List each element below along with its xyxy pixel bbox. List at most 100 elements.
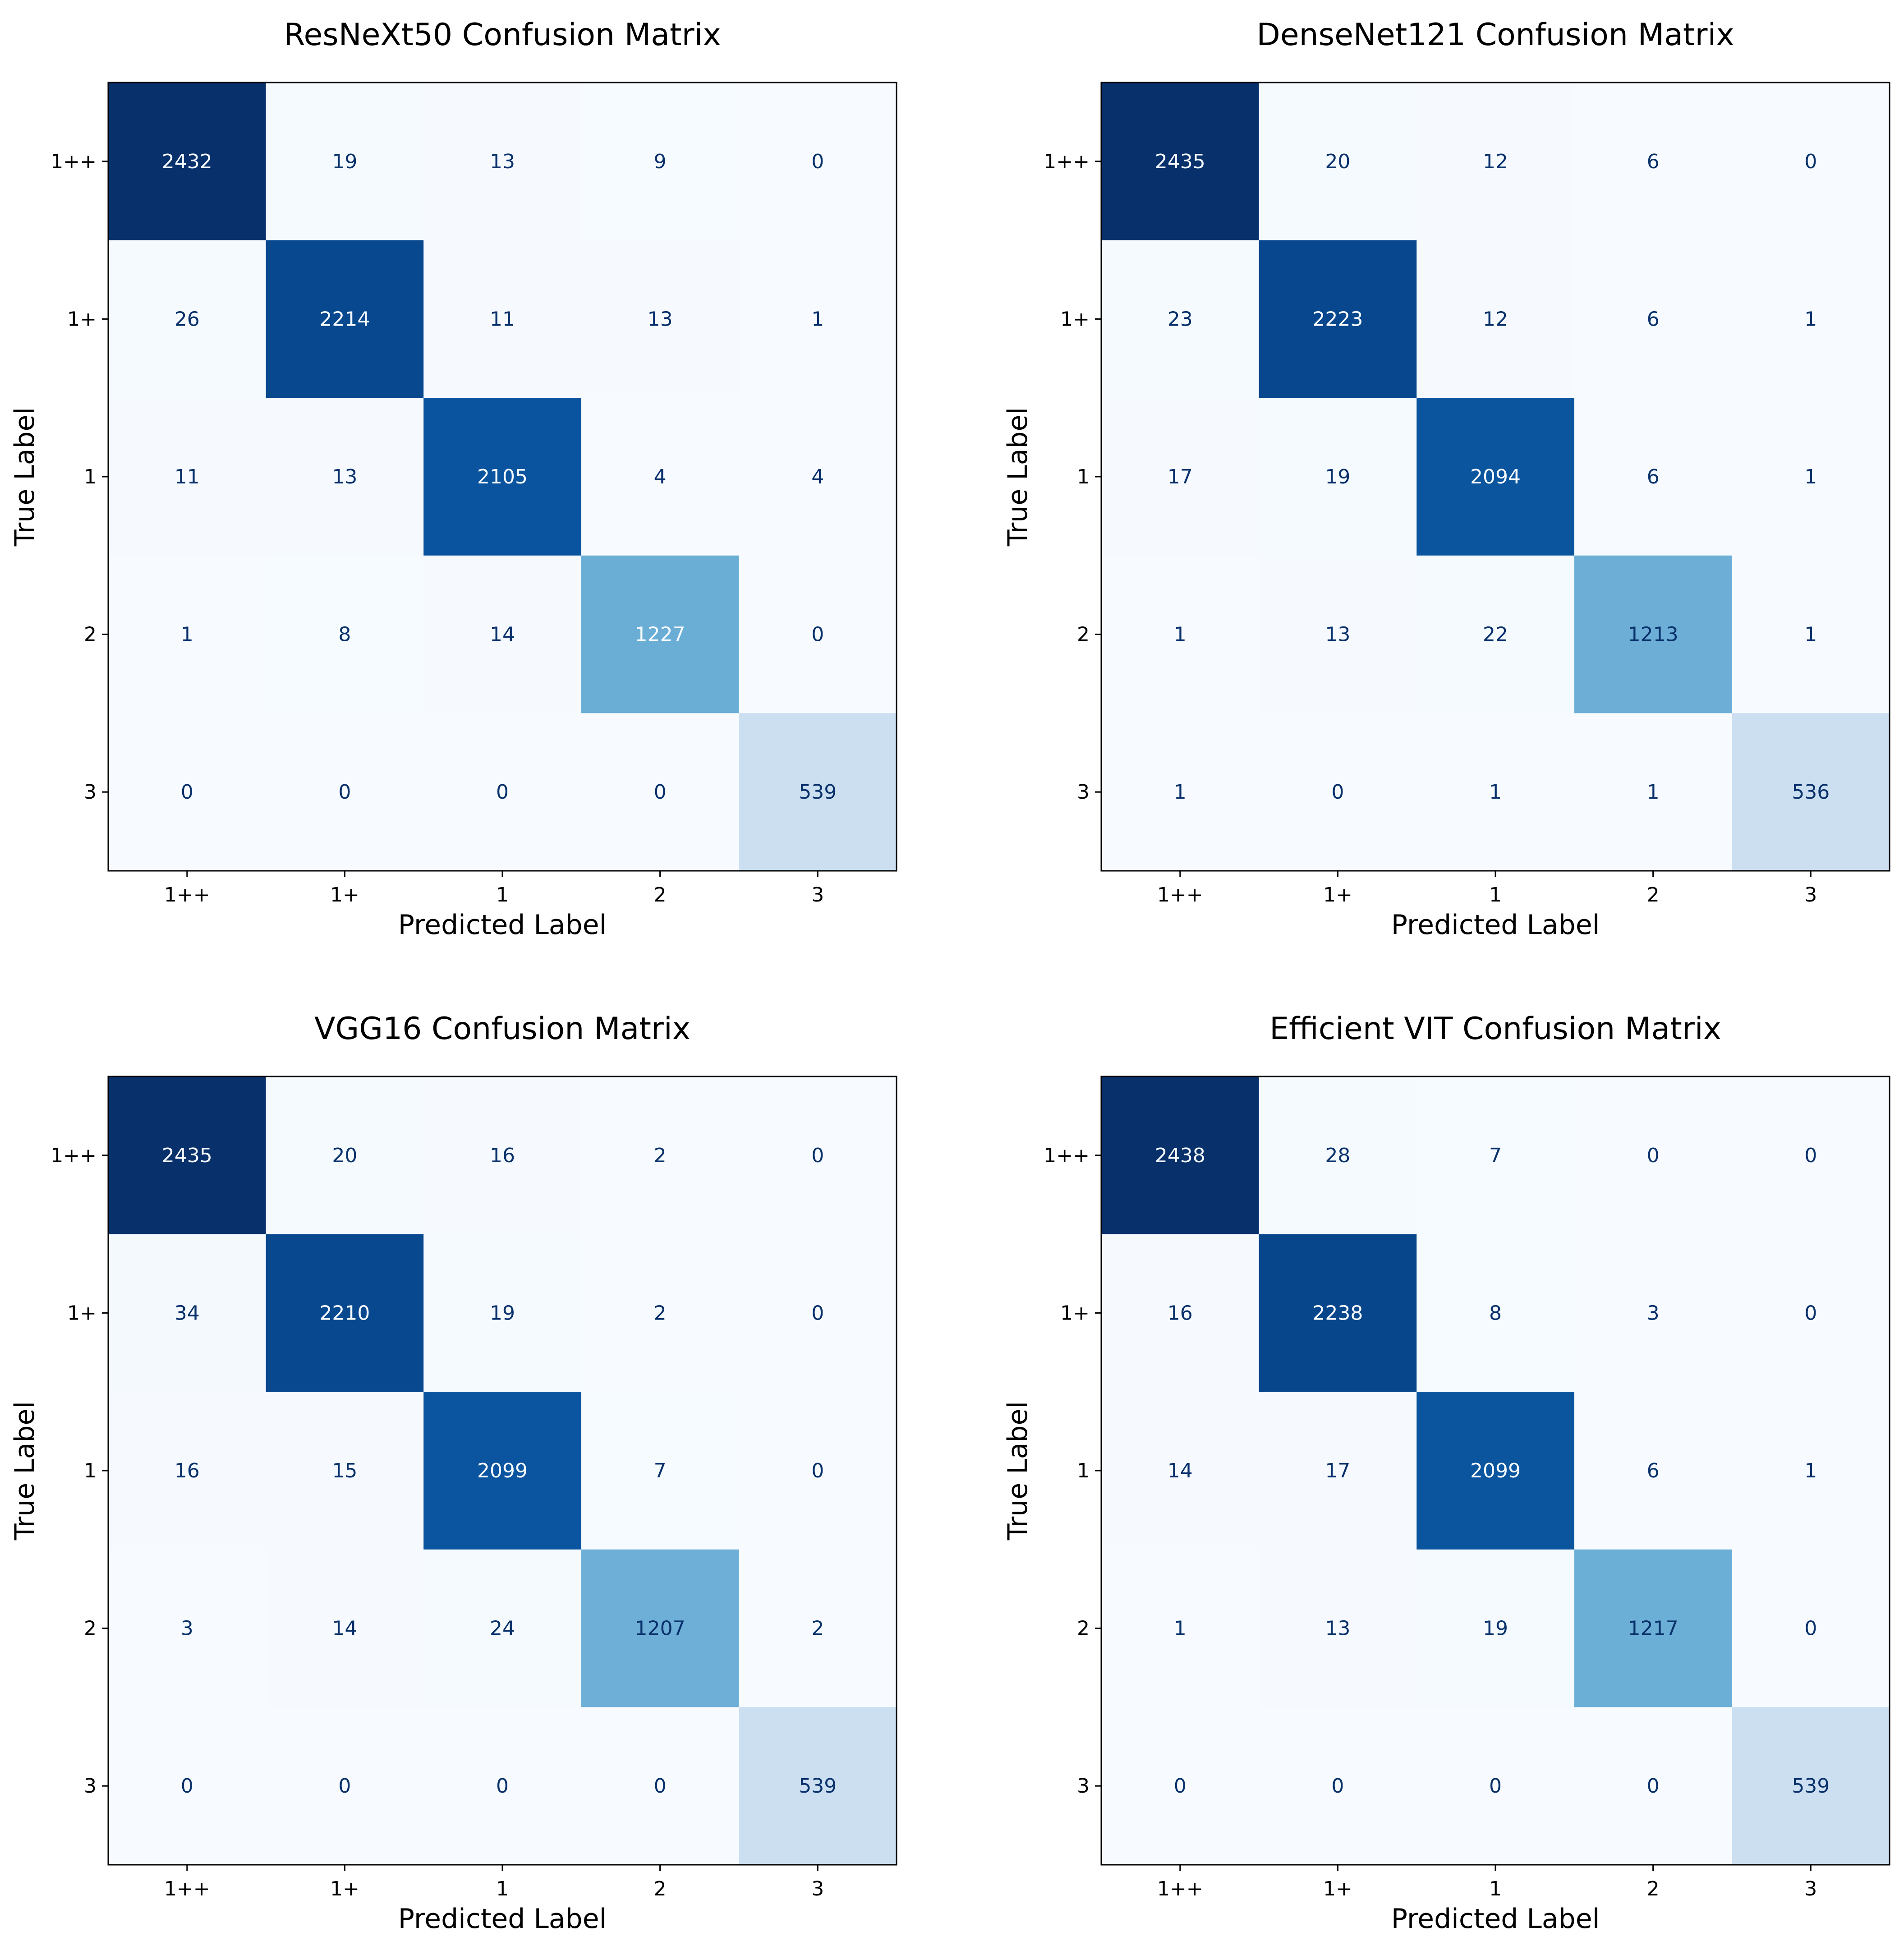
matrix-cell bbox=[1101, 555, 1260, 713]
matrix-cell bbox=[423, 1234, 582, 1392]
matrix-cell bbox=[423, 1707, 582, 1865]
cell-value: 24 bbox=[490, 1617, 515, 1640]
y-tick-label: 1++ bbox=[1044, 150, 1090, 173]
matrix-cell bbox=[1101, 713, 1260, 871]
matrix-cell bbox=[1259, 1392, 1417, 1550]
matrix-cell bbox=[423, 83, 582, 241]
matrix-cell bbox=[1101, 240, 1260, 398]
cell-value: 23 bbox=[1168, 308, 1193, 331]
matrix-cell bbox=[739, 1076, 897, 1235]
matrix-cell bbox=[1259, 1549, 1417, 1707]
y-axis-label: True Label bbox=[9, 1401, 41, 1541]
x-tick-label: 2 bbox=[1647, 1877, 1660, 1900]
cell-value: 2099 bbox=[477, 1459, 528, 1482]
cell-value: 4 bbox=[654, 465, 667, 488]
cell-value: 0 bbox=[1804, 150, 1817, 173]
matrix-cell bbox=[581, 1549, 739, 1707]
matrix-cell bbox=[581, 1707, 739, 1865]
cell-value: 0 bbox=[338, 1775, 351, 1798]
cell-value: 536 bbox=[1792, 781, 1830, 804]
matrix-cell bbox=[1101, 1707, 1260, 1865]
cell-value: 8 bbox=[338, 623, 351, 646]
cell-value: 2 bbox=[654, 1144, 667, 1167]
cell-value: 0 bbox=[811, 623, 824, 646]
matrix-cell bbox=[266, 83, 424, 241]
matrix-cell bbox=[108, 83, 267, 241]
x-tick-label: 3 bbox=[811, 883, 824, 906]
cell-value: 2 bbox=[811, 1617, 824, 1640]
matrix-cell bbox=[1259, 240, 1417, 398]
cell-value: 0 bbox=[1804, 1144, 1817, 1167]
matrix-cell bbox=[1732, 83, 1890, 241]
matrix-cell bbox=[1101, 1234, 1260, 1392]
matrix-cell bbox=[581, 398, 739, 556]
matrix-cell bbox=[108, 240, 267, 398]
cell-value: 0 bbox=[1174, 1775, 1187, 1798]
matrix-cell bbox=[1417, 1707, 1575, 1865]
matrix-cell bbox=[581, 1234, 739, 1392]
cell-value: 20 bbox=[1325, 150, 1350, 173]
chart-title: ResNeXt50 Confusion Matrix bbox=[284, 17, 721, 53]
y-tick-label: 1 bbox=[84, 1459, 97, 1482]
cell-value: 17 bbox=[1168, 465, 1193, 488]
cell-value: 1 bbox=[1174, 623, 1187, 646]
matrix-cell bbox=[1101, 1549, 1260, 1707]
matrix-cell bbox=[581, 240, 739, 398]
cell-value: 2 bbox=[654, 1302, 667, 1325]
matrix-cell bbox=[1101, 398, 1260, 556]
matrix-cell bbox=[1101, 1392, 1260, 1550]
matrix-cell bbox=[1574, 1076, 1732, 1235]
matrix-cell bbox=[739, 240, 897, 398]
cell-value: 19 bbox=[1483, 1617, 1508, 1640]
matrix-cell bbox=[1732, 1392, 1890, 1550]
cell-value: 2238 bbox=[1312, 1302, 1363, 1325]
matrix-cell bbox=[1417, 240, 1575, 398]
cell-value: 11 bbox=[175, 465, 200, 488]
cell-value: 539 bbox=[799, 1775, 837, 1798]
cell-value: 2432 bbox=[162, 150, 212, 173]
cell-value: 0 bbox=[1331, 1775, 1344, 1798]
y-tick-label: 1++ bbox=[1044, 1144, 1090, 1167]
cell-value: 6 bbox=[1647, 1459, 1660, 1482]
matrix-cell bbox=[1732, 555, 1890, 713]
cell-value: 6 bbox=[1647, 150, 1660, 173]
y-tick-label: 1+ bbox=[1060, 308, 1090, 331]
matrix-cell bbox=[266, 713, 424, 871]
matrix-cell bbox=[1417, 1076, 1575, 1235]
matrix-cell bbox=[1732, 1549, 1890, 1707]
cell-value: 2438 bbox=[1155, 1144, 1205, 1167]
cell-value: 26 bbox=[175, 308, 200, 331]
chart-title: VGG16 Confusion Matrix bbox=[314, 1011, 690, 1047]
matrix-cell bbox=[1259, 398, 1417, 556]
y-tick-label: 1+ bbox=[67, 1302, 97, 1325]
x-tick-label: 1 bbox=[496, 1877, 509, 1900]
cell-value: 2435 bbox=[162, 1144, 212, 1167]
matrix-cell bbox=[1732, 240, 1890, 398]
x-axis-label: Predicted Label bbox=[1391, 909, 1600, 941]
cell-value: 3 bbox=[1647, 1302, 1660, 1325]
cell-value: 3 bbox=[181, 1617, 193, 1640]
cell-value: 0 bbox=[654, 1775, 667, 1798]
matrix-cell bbox=[1732, 1076, 1890, 1235]
cell-value: 19 bbox=[332, 150, 357, 173]
matrix-cell bbox=[1574, 240, 1732, 398]
matrix-cell bbox=[423, 1076, 582, 1235]
cell-value: 1 bbox=[1174, 781, 1187, 804]
y-tick-label: 3 bbox=[84, 781, 97, 804]
matrix-cell bbox=[739, 398, 897, 556]
x-tick-label: 1+ bbox=[330, 1877, 359, 1900]
y-axis-label: True Label bbox=[1002, 1401, 1034, 1541]
cell-value: 11 bbox=[490, 308, 515, 331]
cell-value: 1 bbox=[811, 308, 824, 331]
matrix-cell bbox=[266, 1707, 424, 1865]
cell-value: 12 bbox=[1483, 308, 1508, 331]
matrix-cell bbox=[1259, 713, 1417, 871]
cell-value: 0 bbox=[1489, 1775, 1502, 1798]
x-tick-label: 1+ bbox=[330, 883, 359, 906]
matrix-cell bbox=[581, 1392, 739, 1550]
cell-value: 0 bbox=[1647, 1775, 1660, 1798]
